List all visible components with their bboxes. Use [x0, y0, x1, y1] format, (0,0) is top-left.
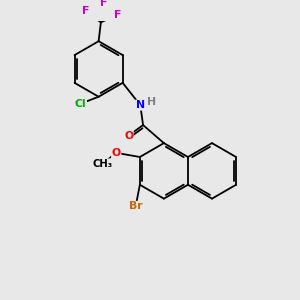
Text: O: O [112, 148, 121, 158]
Text: Cl: Cl [75, 99, 86, 109]
Text: Br: Br [129, 201, 142, 212]
Text: O: O [124, 130, 133, 141]
Text: N: N [136, 100, 145, 110]
Text: CH₃: CH₃ [92, 159, 112, 169]
Text: H: H [147, 97, 157, 107]
Text: F: F [82, 6, 89, 16]
Text: F: F [100, 0, 108, 8]
Text: F: F [114, 10, 122, 20]
